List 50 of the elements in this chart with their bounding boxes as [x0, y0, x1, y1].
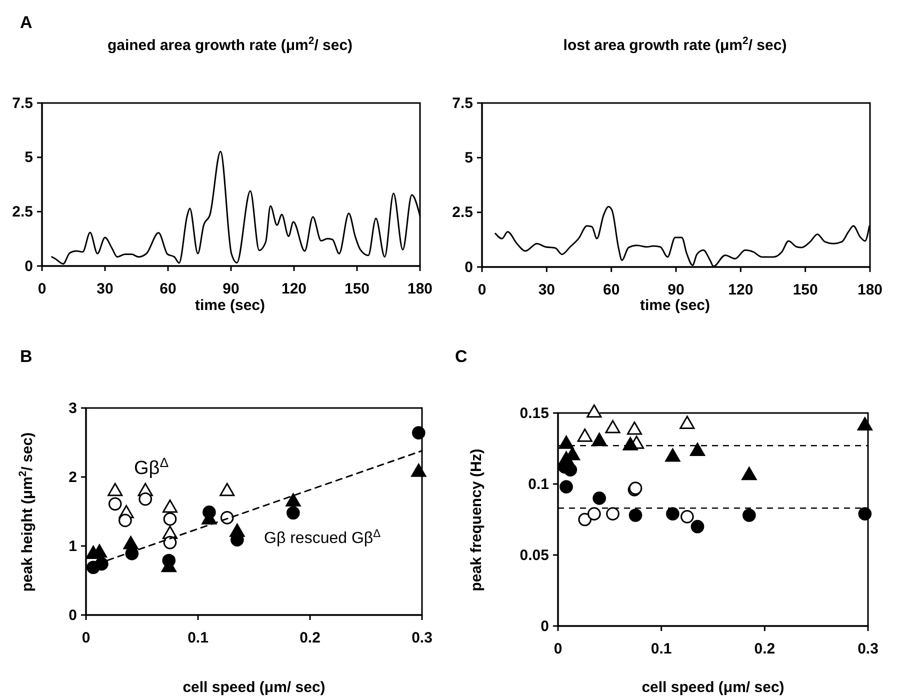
- x-tick-label: 60: [602, 282, 620, 299]
- y-tick-label: 0.15: [520, 404, 549, 422]
- x-tick-label: 0.1: [650, 640, 672, 658]
- x-tick-label: 0: [554, 640, 562, 658]
- y-tick-label: 2.5: [12, 203, 33, 220]
- y-tick-label: 2: [68, 468, 77, 486]
- y-axis-title: peak frequency (Hz): [468, 448, 485, 592]
- x-tick-label: 30: [96, 280, 114, 298]
- y-tick-label: 0.1: [528, 476, 549, 493]
- x-tick-label: 0.2: [300, 630, 320, 647]
- x-tick-label: 60: [160, 280, 176, 298]
- x-tick-label: 150: [792, 282, 818, 299]
- x-axis-title: cell speed (μm/ sec): [642, 679, 784, 696]
- x-tick-label: 120: [728, 282, 754, 299]
- x-tick-label: 90: [668, 282, 684, 299]
- y-tick-label: 2.5: [452, 204, 473, 222]
- x-tick-label: 0.2: [754, 640, 776, 658]
- x-tick-label: 180: [857, 282, 883, 299]
- y-tick-label: 3: [68, 400, 77, 417]
- y-tick-label: 7.5: [452, 94, 473, 112]
- y-tick-label: 0.05: [520, 546, 549, 564]
- text: B: [20, 347, 32, 366]
- x-tick-label: 0: [82, 630, 90, 647]
- x-axis-title: time (sec): [640, 297, 710, 314]
- x-tick-label: 30: [538, 282, 556, 299]
- y-tick-label: 5: [24, 149, 33, 166]
- x-axis-title: time (sec): [194, 297, 266, 314]
- x-tick-label: 0.3: [858, 640, 878, 658]
- text: A: [20, 13, 32, 32]
- x-tick-label: 0: [478, 282, 486, 299]
- x-tick-label: 150: [344, 280, 370, 298]
- x-tick-label: 120: [281, 280, 307, 298]
- text: C: [455, 347, 468, 366]
- annotation: Gβ rescued Gβ$^{Δ}$: [264, 528, 382, 547]
- y-tick-label: 7.5: [12, 94, 33, 112]
- annotation: Gβ$^{Δ}$: [134, 454, 169, 479]
- x-tick-label: 180: [407, 280, 433, 298]
- x-tick-label: 0.3: [412, 630, 432, 647]
- y-tick-label: 1: [68, 538, 77, 555]
- chart-title: lost area growth rate (μm$^{2}$/ sec): [563, 35, 787, 54]
- x-tick-label: 0: [38, 280, 46, 298]
- y-tick-label: 0: [68, 606, 77, 624]
- x-tick-label: 90: [222, 280, 240, 298]
- y-tick-label: 0: [24, 258, 33, 275]
- x-tick-label: 0.1: [188, 630, 208, 647]
- y-tick-label: 5: [464, 149, 473, 166]
- chart-title: gained area growth rate (μm$^{2}$/ sec): [107, 35, 353, 54]
- y-tick-label: 0: [464, 258, 473, 276]
- y-tick-label: 0: [540, 618, 549, 635]
- x-axis-title: cell speed (μm/ sec): [182, 679, 326, 696]
